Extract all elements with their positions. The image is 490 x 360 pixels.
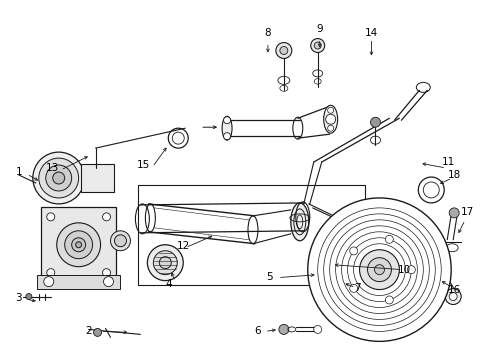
Circle shape [314,249,345,280]
Text: 3: 3 [16,293,22,302]
Text: 14: 14 [365,28,378,37]
Ellipse shape [324,105,338,133]
Circle shape [223,133,231,140]
Text: 4: 4 [165,279,172,289]
Circle shape [350,247,358,255]
Circle shape [280,46,288,54]
Circle shape [418,177,444,203]
Circle shape [46,165,72,191]
Text: 8: 8 [265,28,271,37]
Text: 1: 1 [16,167,22,177]
Bar [37,275,121,289]
Circle shape [223,117,231,124]
Text: 18: 18 [447,170,461,180]
Circle shape [47,269,55,276]
Circle shape [102,213,111,221]
Circle shape [53,172,65,184]
Text: 5: 5 [267,272,273,282]
Circle shape [72,238,86,252]
Text: 15: 15 [137,160,150,170]
Circle shape [449,208,459,218]
Bar [138,185,365,285]
Circle shape [413,231,428,247]
Circle shape [44,276,54,287]
Text: 7: 7 [354,283,361,293]
Circle shape [279,324,289,334]
Circle shape [153,251,177,275]
Circle shape [111,231,130,251]
Circle shape [308,198,451,341]
Circle shape [314,325,322,333]
Text: 16: 16 [447,284,461,294]
Polygon shape [81,164,114,192]
Circle shape [416,235,424,243]
Circle shape [168,128,188,148]
Circle shape [103,276,114,287]
Circle shape [65,231,93,259]
Circle shape [276,42,292,58]
Circle shape [449,293,457,301]
Text: 13: 13 [46,163,59,173]
Circle shape [39,158,78,198]
Circle shape [350,284,358,292]
Circle shape [115,235,126,247]
Circle shape [385,235,393,243]
Text: 9: 9 [317,24,323,33]
Circle shape [26,293,32,300]
Circle shape [159,257,171,269]
Bar [41,207,117,283]
Circle shape [47,213,55,221]
Circle shape [326,114,336,124]
Circle shape [368,258,392,282]
Circle shape [328,125,334,131]
Circle shape [370,117,380,127]
Circle shape [314,42,321,49]
Circle shape [328,107,334,113]
Circle shape [102,269,111,276]
Circle shape [374,265,385,275]
Circle shape [430,260,440,270]
Circle shape [33,152,85,204]
Circle shape [385,296,393,304]
Text: 6: 6 [255,327,261,336]
Circle shape [147,245,183,280]
Circle shape [407,266,416,274]
Circle shape [311,39,325,53]
Ellipse shape [291,203,309,241]
Ellipse shape [222,116,232,140]
Text: 2: 2 [85,327,92,336]
Circle shape [360,250,399,289]
Circle shape [445,289,461,305]
Circle shape [57,223,100,267]
Text: 10: 10 [398,265,411,275]
Text: 11: 11 [441,157,455,167]
Text: 12: 12 [176,241,190,251]
Circle shape [75,242,82,248]
Text: 17: 17 [461,207,474,217]
Circle shape [94,328,101,336]
